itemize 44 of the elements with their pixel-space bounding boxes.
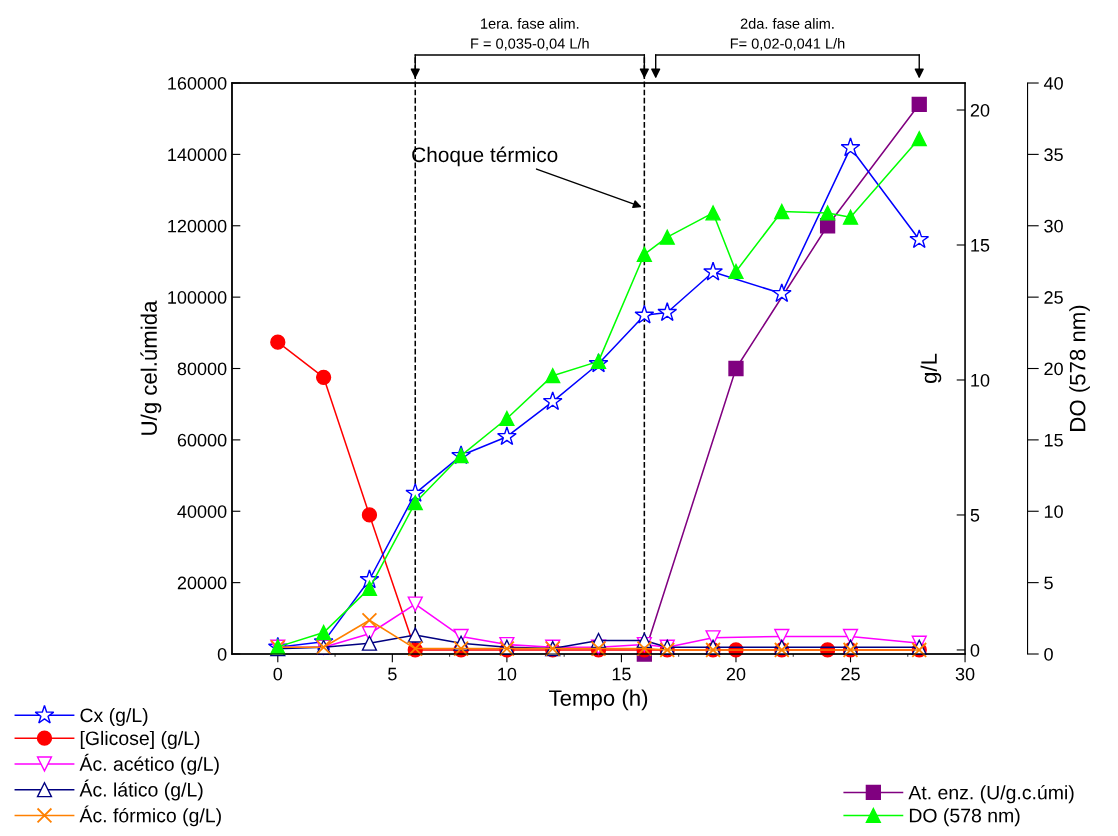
annotation: Choque térmico [412, 146, 558, 167]
y2-tick-label: 0 [970, 643, 980, 657]
legend-label: Ác. acético (g/L) [79, 753, 219, 775]
y3-tick-label: 20 [1044, 362, 1063, 376]
legend-label: [Glicose] (g/L) [80, 730, 200, 749]
y2-tick-label: 5 [970, 509, 980, 522]
x-tick-label: 0 [273, 667, 283, 681]
y3-tick-label: 25 [1044, 291, 1063, 304]
x-tick-label: 10 [498, 667, 517, 681]
y-tick-label: 20000 [177, 576, 227, 590]
y3-tick-label: 0 [1044, 647, 1053, 661]
y-tick-label: 120000 [168, 219, 227, 233]
y-tick-label: 100000 [168, 291, 227, 304]
y3-tick-label: 30 [1044, 219, 1063, 233]
x-axis-title: Tempo (h) [549, 689, 648, 711]
x-tick-label: 25 [841, 667, 860, 681]
y3-tick-label: 5 [1044, 576, 1053, 590]
text: 1era. fase alim. F = 0,035-0,04 L/h [471, 18, 589, 51]
y-tick-label: 160000 [168, 76, 227, 90]
y-tick-label: 140000 [168, 148, 227, 162]
legend-label: At. enz. (U/g.c.úmi) [908, 784, 1074, 804]
y3-tick-label: 10 [1044, 505, 1063, 518]
y2-axis-title: g/L [920, 353, 942, 384]
y-tick-label: 80000 [177, 362, 227, 376]
y2-tick-label: 15 [971, 239, 990, 252]
y-tick-label: 40000 [177, 505, 227, 518]
x-tick-label: 30 [955, 667, 975, 681]
y2-tick-label: 10 [971, 373, 990, 387]
x-tick-label: 5 [388, 667, 397, 681]
y3-tick-label: 15 [1044, 434, 1063, 447]
y3-tick-label: 40 [1043, 76, 1063, 90]
y-axis-title: U/g cel.úmida [140, 300, 162, 435]
text: 2da. fase alim. F= 0,02-0,041 L/h [730, 18, 845, 51]
x-tick-label: 15 [612, 667, 631, 681]
y3-tick-label: 35 [1044, 148, 1063, 162]
legend-label: Ác. lático (g/L) [79, 779, 203, 801]
legend-label: Ác. fórmico (g/L) [79, 805, 221, 827]
y3-axis-title: DO (578 nm) [1069, 305, 1090, 431]
y-tick-label: 60000 [177, 433, 227, 447]
x-tick-label: 20 [726, 667, 746, 681]
y-tick-label: 0 [217, 647, 227, 661]
y2-tick-label: 20 [970, 103, 990, 117]
legend-label: DO (578 nm) [909, 808, 1020, 827]
legend-label: Cx (g/L) [80, 707, 148, 727]
